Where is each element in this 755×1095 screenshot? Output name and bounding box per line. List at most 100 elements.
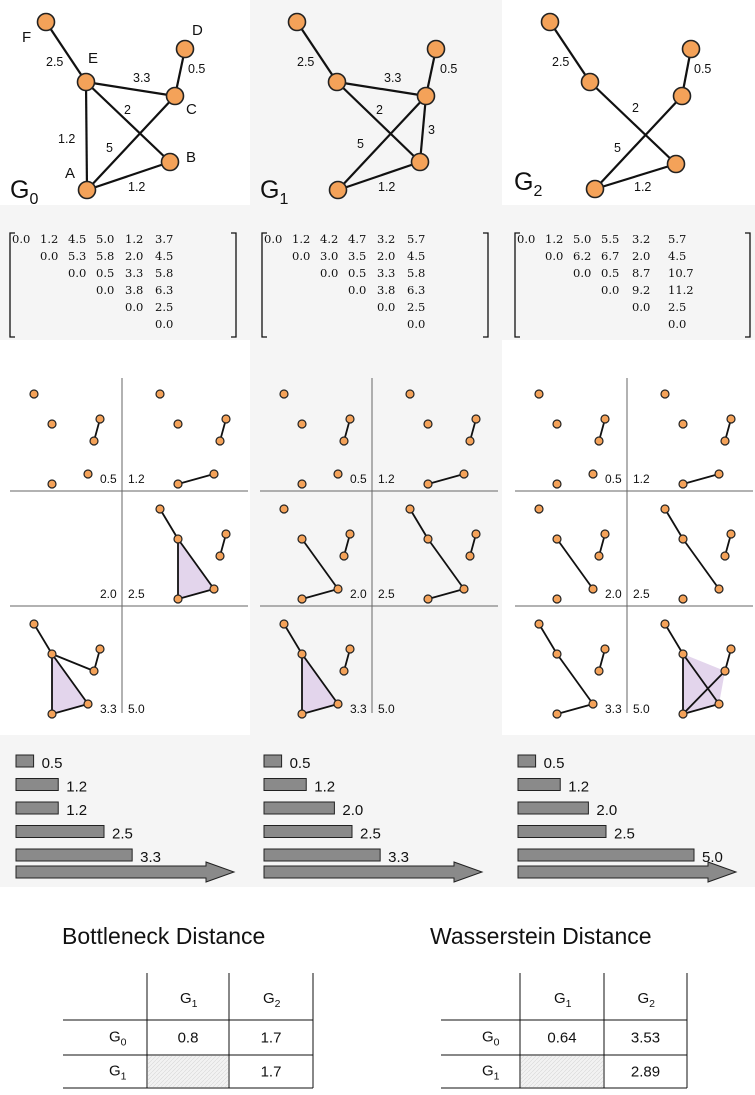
edge-weight: 0.5 — [440, 62, 457, 76]
filtration-threshold: 5.0 — [128, 702, 145, 716]
edge-weight: 2 — [124, 103, 131, 117]
simplex-node — [552, 649, 562, 659]
edge-e-c — [85, 80, 176, 98]
simplex-node — [552, 709, 562, 719]
matrix-cell: 0.0 — [601, 283, 619, 297]
matrix-bracket-left — [261, 232, 267, 338]
edge — [337, 160, 421, 192]
matrix-cell: 4.7 — [348, 232, 366, 246]
simplex-node — [279, 504, 289, 514]
filtration-threshold: 5.0 — [633, 702, 650, 716]
matrix-cell: 6.2 — [573, 249, 591, 263]
simplex-node — [678, 479, 688, 489]
matrix-cell: 0.0 — [407, 317, 425, 331]
simplex-node — [600, 529, 610, 539]
simplex-edge — [301, 703, 339, 715]
matrix-cell: 3.2 — [632, 232, 650, 246]
simplex-node — [726, 529, 736, 539]
simplex-edge — [33, 623, 53, 655]
barcode-label: 2.5 — [112, 826, 133, 843]
node-label: A — [65, 165, 75, 182]
barcode-bar — [15, 801, 59, 815]
simplex-node — [726, 644, 736, 654]
simplex-edge — [538, 623, 558, 655]
simplex-node — [333, 469, 343, 479]
table-col-header: G1 — [554, 990, 572, 1010]
simplex-edge — [283, 623, 303, 655]
edge — [336, 80, 427, 98]
filtration-threshold: 0.5 — [605, 472, 622, 486]
simplex-node — [345, 529, 355, 539]
matrix-cell: 0.0 — [517, 232, 535, 246]
matrix-cell: 8.7 — [632, 266, 650, 280]
node — [580, 72, 600, 92]
matrix-cell: 0.0 — [573, 266, 591, 280]
simplex-node — [83, 469, 93, 479]
matrix-cell: 0.5 — [96, 266, 114, 280]
simplex-node — [423, 479, 433, 489]
matrix-cell: 6.3 — [155, 283, 173, 297]
filtration-g1: 0.5 1.2 2.0 2.5 3.3 5.0 — [260, 378, 498, 719]
simplex-node — [173, 419, 183, 429]
matrix-cell: 0.0 — [96, 283, 114, 297]
barcode-label: 0.5 — [290, 755, 311, 772]
node — [328, 180, 348, 200]
simplex-node — [678, 419, 688, 429]
simplex-edge — [427, 473, 465, 485]
barcode-label: 0.5 — [544, 755, 565, 772]
barcode-bar — [263, 801, 335, 815]
matrix-g2: 0.0 1.2 5.0 5.5 3.2 5.7 0.0 6.2 6.7 2.0 4.5 0.0 0.5 8… — [514, 232, 751, 338]
filtration-cell: 2.0 — [534, 504, 622, 604]
simplex-node — [678, 709, 688, 719]
table-title: Wasserstein Distance — [430, 923, 652, 949]
node-e — [76, 72, 96, 92]
simplex-edge — [427, 538, 465, 590]
simplex-node — [534, 504, 544, 514]
simplex-node — [339, 551, 349, 561]
filtration-threshold: 0.5 — [350, 472, 367, 486]
filtration-cell: 2.0 — [279, 504, 367, 604]
node-label: C — [186, 101, 197, 118]
filtration-threshold: 2.5 — [128, 587, 145, 601]
matrix-cell: 1.2 — [40, 232, 58, 246]
simplex-edge — [664, 623, 684, 655]
node-label: F — [22, 29, 31, 46]
simplex-edge — [682, 703, 720, 715]
barcode-bar — [263, 778, 307, 791]
simplex-node — [405, 504, 415, 514]
filtration-cell: 2.5 — [128, 504, 231, 604]
simplex-node — [714, 469, 724, 479]
matrix-cell: 4.5 — [407, 249, 425, 263]
table-col-header: G2 — [263, 990, 281, 1010]
graph-title: G2 — [514, 168, 542, 200]
edge-e-a — [84, 81, 89, 191]
matrix-cell: 0.0 — [68, 266, 86, 280]
simplex-node — [678, 594, 688, 604]
matrix-cell: 9.2 — [632, 283, 650, 297]
filtration-threshold: 3.3 — [100, 702, 117, 716]
matrix-cell: 0.0 — [320, 266, 338, 280]
matrix-cell: 6.7 — [601, 249, 619, 263]
graph-title: G0 — [10, 176, 38, 208]
matrix-cell: 3.3 — [377, 266, 395, 280]
table-cell: 1.7 — [261, 1064, 282, 1081]
filtration-threshold: 2.5 — [378, 587, 395, 601]
simplex-node — [221, 529, 231, 539]
graph-g2: 2.5 0.5 2 5 1.2 G2 — [514, 12, 711, 200]
simplex-edge — [177, 588, 215, 600]
simplex-triangle — [178, 539, 214, 599]
matrix-cell: 0.0 — [40, 249, 58, 263]
barcode-label: 0.5 — [42, 755, 63, 772]
simplex-node — [173, 479, 183, 489]
matrix-bracket-left — [514, 232, 520, 338]
simplex-node — [345, 644, 355, 654]
simplex-node — [29, 389, 39, 399]
node-b — [160, 152, 180, 172]
graph-g1: 2.5 3.3 0.5 2 3 5 1.2 G1 — [260, 12, 457, 208]
matrix-cell: 0.5 — [348, 266, 366, 280]
simplex-node — [47, 709, 57, 719]
matrix-cell: 3.0 — [320, 249, 338, 263]
simplex-edge — [682, 473, 720, 485]
edge-weight: 3.3 — [133, 71, 150, 85]
matrix-cell: 6.3 — [407, 283, 425, 297]
